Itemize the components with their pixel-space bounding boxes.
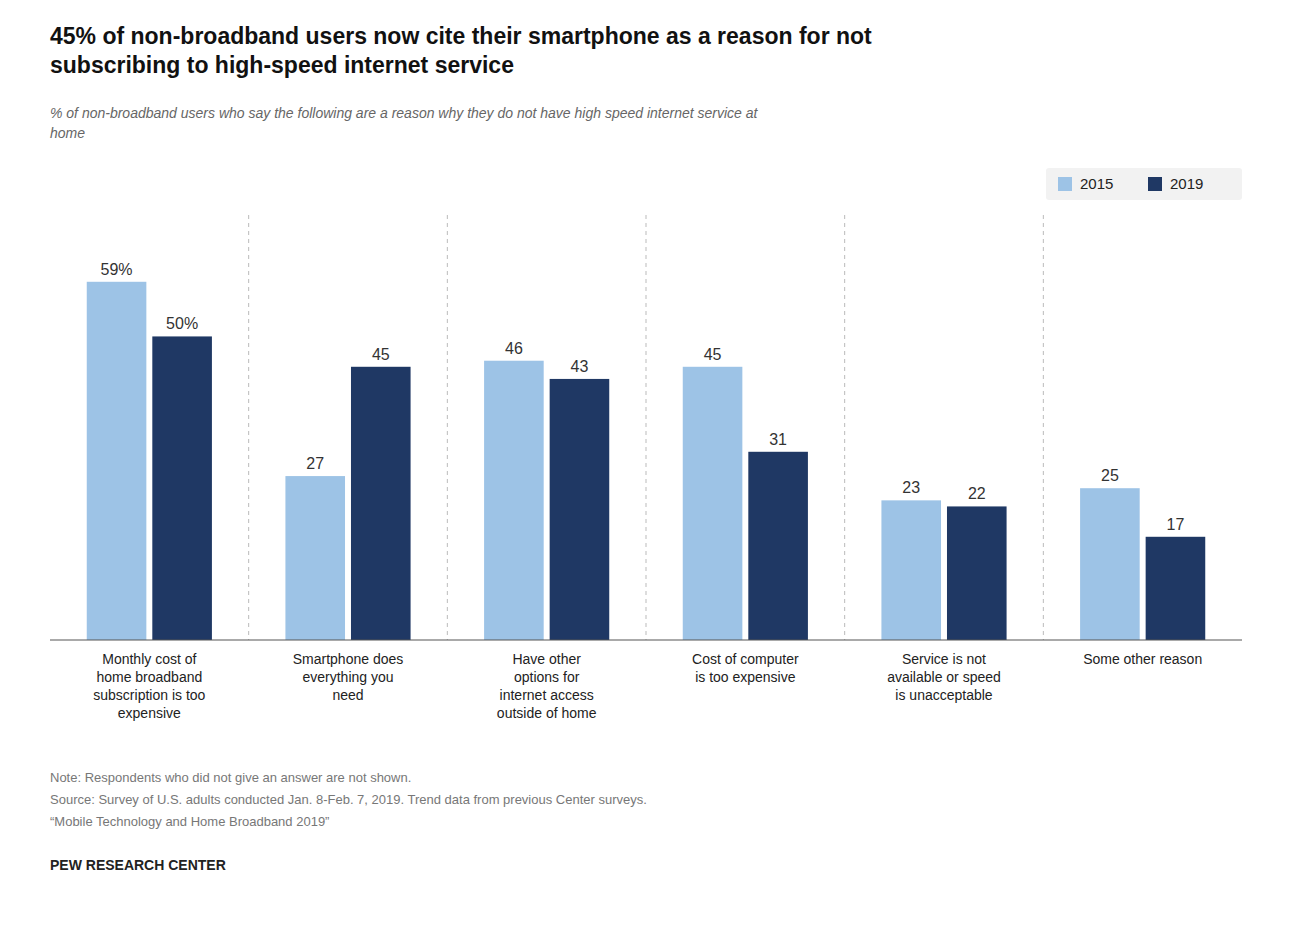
data-label: 50%	[166, 315, 198, 332]
bar	[1146, 537, 1206, 640]
text-line: subscribing to high-speed internet servi…	[50, 52, 514, 78]
divider	[646, 215, 647, 640]
divider	[447, 215, 448, 640]
text-line: is unacceptable	[895, 687, 993, 703]
legend-box	[1046, 168, 1242, 200]
data-label: 22	[968, 485, 986, 502]
divider	[248, 215, 249, 640]
text-line: % of non-broadband users who say the fol…	[50, 105, 759, 121]
legend-label: 2015	[1080, 175, 1113, 192]
data-label: 45	[704, 346, 722, 363]
data-label: 59%	[101, 261, 133, 278]
text-line: everything you	[302, 669, 393, 685]
text-line: Monthly cost of	[102, 651, 196, 667]
legend-swatch	[1058, 177, 1072, 191]
bar	[484, 361, 544, 640]
text-line: Smartphone does	[293, 651, 404, 667]
subtitle: % of non-broadband users who say the fol…	[50, 105, 759, 141]
text-line: is too expensive	[695, 669, 796, 685]
note: “Mobile Technology and Home Broadband 20…	[50, 814, 329, 829]
text-line: need	[332, 687, 363, 703]
text-line: internet access	[500, 687, 594, 703]
data-label: 27	[306, 455, 324, 472]
data-label: 23	[902, 479, 920, 496]
data-label: 25	[1101, 467, 1119, 484]
legend: 2015 2019	[1046, 168, 1242, 200]
x-tick-label: Have other options for internet access outs…	[497, 651, 597, 721]
x-tick-label: Monthly cost of home broadband subscriptio…	[93, 651, 205, 721]
divider	[1043, 215, 1044, 640]
bar	[550, 379, 610, 640]
x-tick-label: Smartphone does everything you need	[293, 651, 404, 703]
bar	[351, 367, 411, 640]
text-line: expensive	[118, 705, 181, 721]
bar	[285, 476, 345, 640]
divider	[844, 215, 845, 640]
data-label: 31	[769, 431, 787, 448]
x-axis-line	[50, 640, 1242, 641]
x-tick-label: Cost of computer is too expensive	[692, 651, 799, 685]
text-line: home	[50, 125, 85, 141]
bar	[881, 500, 941, 640]
bar	[947, 506, 1007, 640]
data-label: 43	[571, 358, 589, 375]
bar	[87, 282, 147, 640]
background	[0, 0, 1292, 936]
note: Source: Survey of U.S. adults conducted …	[50, 792, 647, 807]
legend-label: 2019	[1170, 175, 1203, 192]
text-line: Cost of computer	[692, 651, 799, 667]
note: Note: Respondents who did not give an an…	[50, 770, 411, 785]
text-line: outside of home	[497, 705, 597, 721]
bar	[683, 367, 743, 640]
text-line: Have other	[512, 651, 581, 667]
bars	[87, 282, 1205, 640]
footer: PEW RESEARCH CENTER	[50, 857, 226, 873]
x-tick-label: Some other reason	[1083, 651, 1202, 667]
text-line: available or speed	[887, 669, 1001, 685]
text-line: 45% of non-broadband users now cite thei…	[50, 23, 872, 49]
bar	[1080, 488, 1140, 640]
text-line: Some other reason	[1083, 651, 1202, 667]
data-labels: 59% 27 46 45 23 25 50% 45 43 31 22 17	[101, 261, 1185, 533]
data-label: 17	[1167, 516, 1185, 533]
bar	[152, 336, 212, 640]
x-tick-label: Service is not available or speed is unacc…	[887, 651, 1001, 703]
data-label: 46	[505, 340, 523, 357]
text-line: subscription is too	[93, 687, 205, 703]
text-line: options for	[514, 669, 580, 685]
text-line: home broadband	[96, 669, 202, 685]
title: 45% of non-broadband users now cite thei…	[50, 23, 872, 78]
data-label: 45	[372, 346, 390, 363]
legend-swatch	[1148, 177, 1162, 191]
text-line: Service is not	[902, 651, 986, 667]
chart: 45% of non-broadband users now cite thei…	[0, 0, 1292, 936]
bar	[748, 452, 808, 640]
